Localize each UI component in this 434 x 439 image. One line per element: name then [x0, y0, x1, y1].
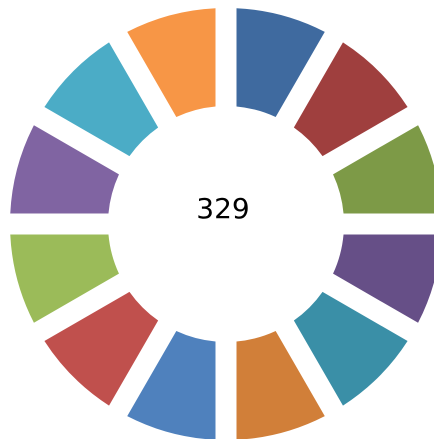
donut-segment	[127, 331, 216, 439]
donut-segment	[293, 42, 408, 157]
donut-segment	[333, 125, 434, 214]
center-label: 329	[196, 192, 249, 225]
donut-segment	[44, 42, 159, 157]
donut-segment	[127, 8, 216, 117]
donut-segment	[236, 8, 325, 117]
donut-segment	[236, 331, 325, 439]
donut-segment	[10, 234, 119, 323]
donut-segment	[293, 291, 408, 406]
donut-segment	[333, 234, 434, 323]
donut-segment	[10, 125, 119, 214]
donut-segment	[44, 291, 159, 406]
